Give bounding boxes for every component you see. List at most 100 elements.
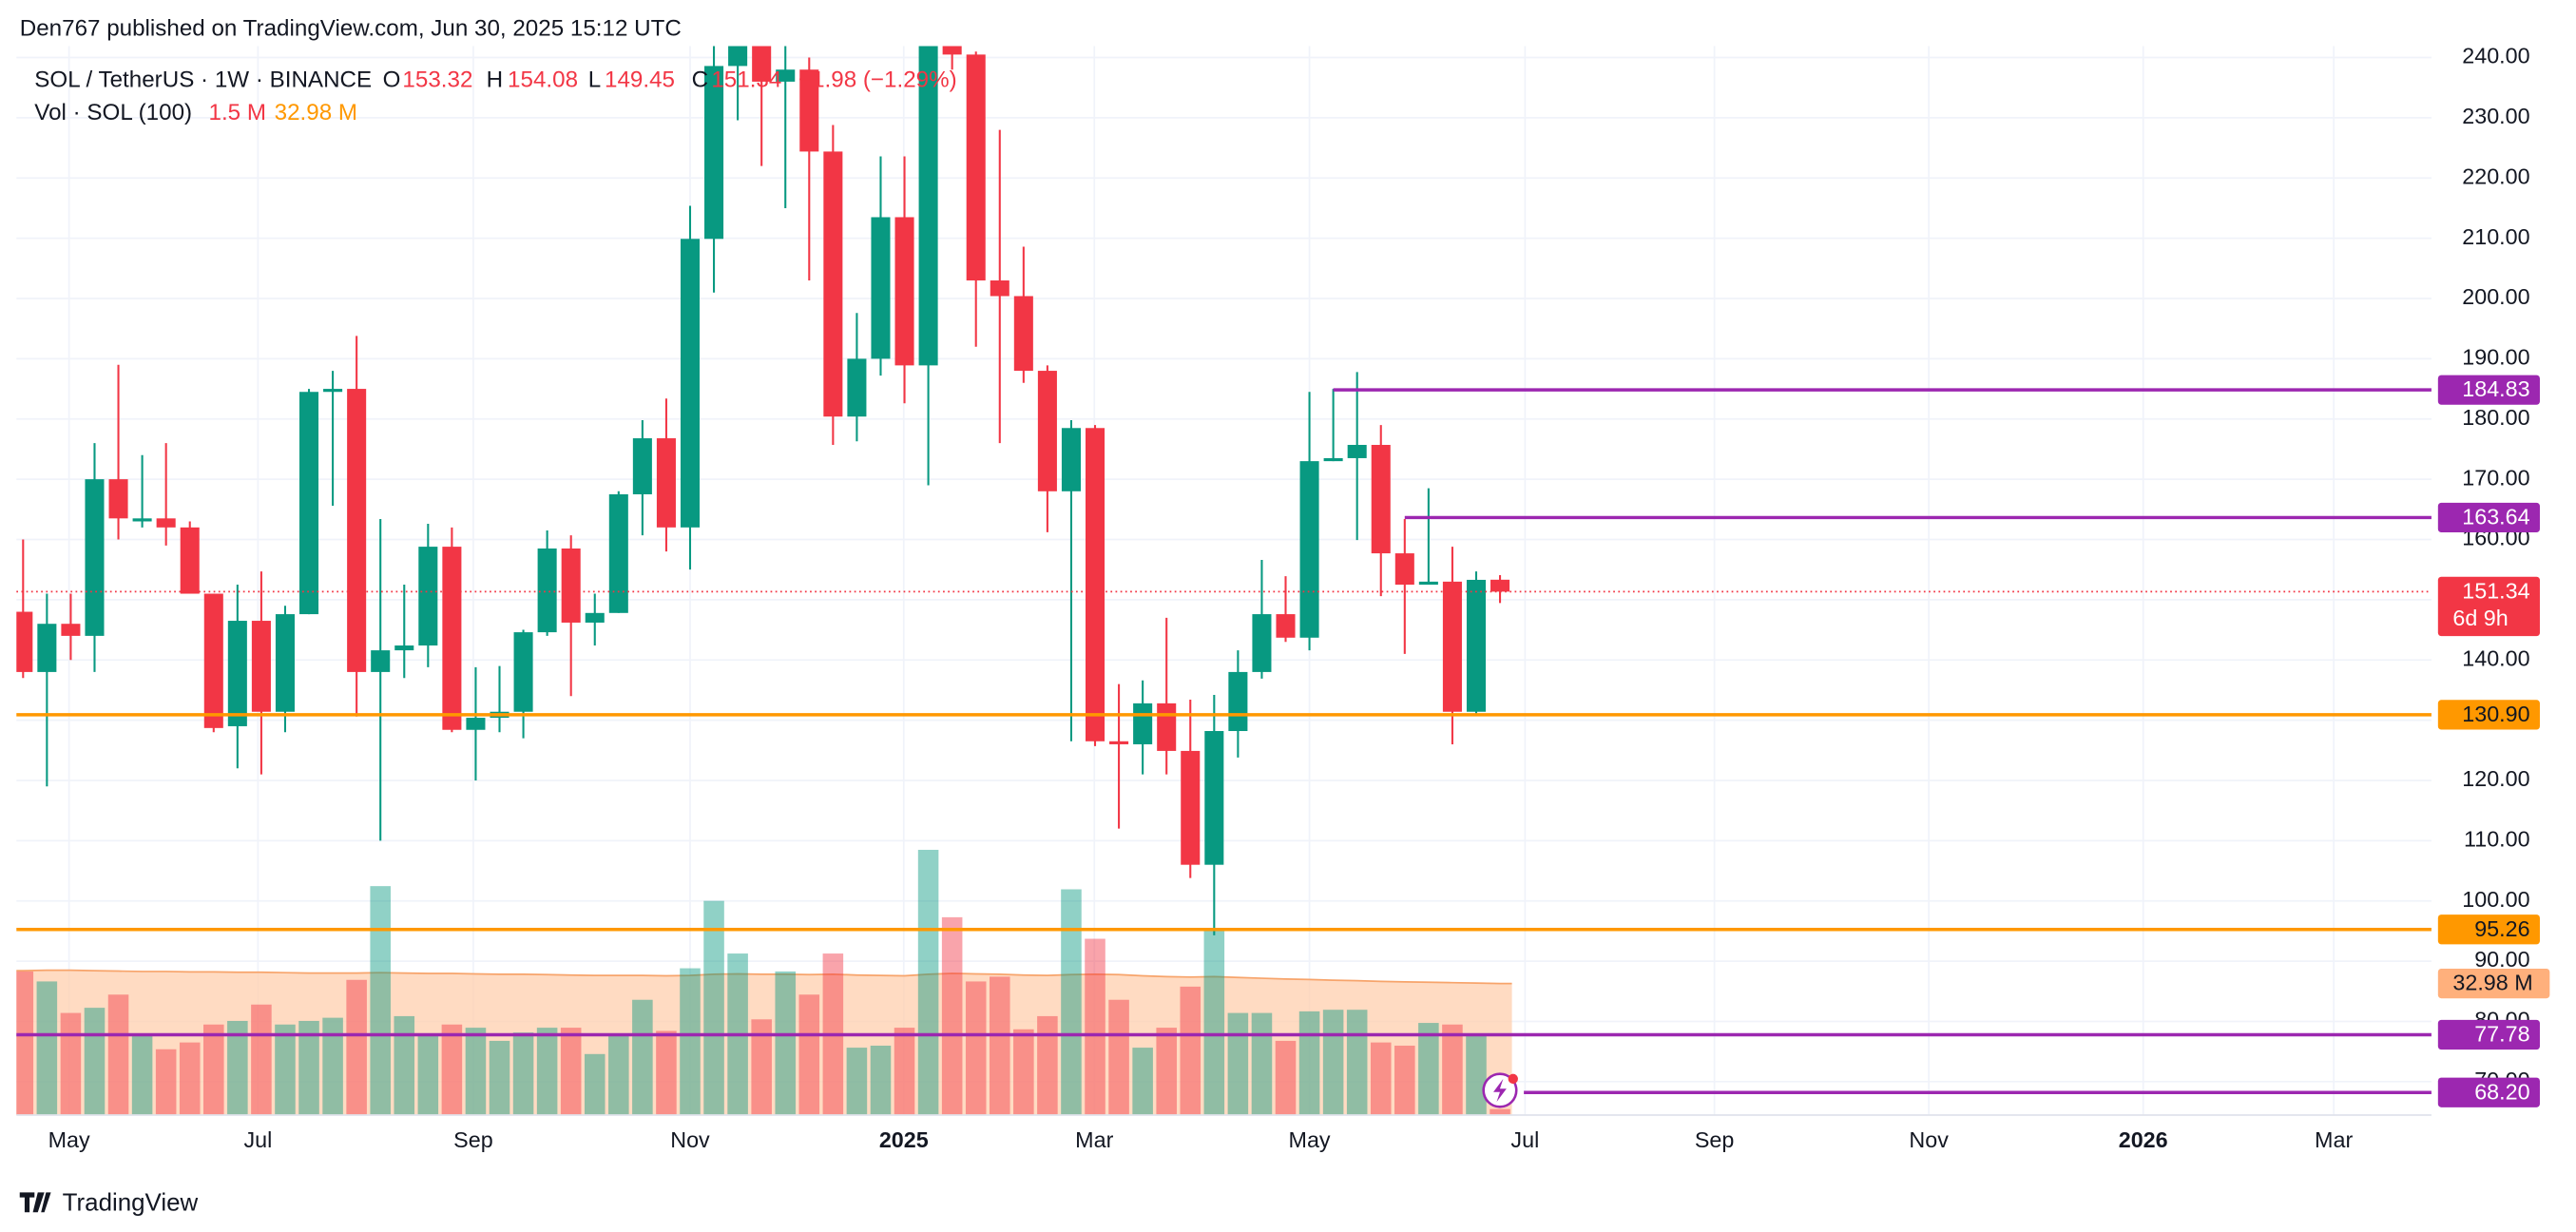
volume-bar xyxy=(1490,1108,1510,1115)
volume-bar xyxy=(370,886,391,1115)
price-badge xyxy=(2437,914,2540,945)
volume-bar xyxy=(227,1020,248,1115)
x-tick-label: Mar xyxy=(1075,1127,1113,1152)
x-tick-label: Jul xyxy=(1510,1127,1539,1152)
y-tick-label: 190.00 xyxy=(2462,345,2529,370)
x-tick-label: 2025 xyxy=(879,1127,929,1152)
y-tick-label: 210.00 xyxy=(2462,224,2529,249)
volume-bar xyxy=(489,1040,510,1115)
volume-bar xyxy=(1203,930,1225,1115)
x-tick-label: Nov xyxy=(670,1127,710,1152)
candle-body xyxy=(108,479,128,519)
candle-body xyxy=(752,46,772,82)
candle-body xyxy=(1252,614,1272,672)
candle-body xyxy=(85,479,105,636)
volume-bar xyxy=(36,981,58,1115)
volume-ma-badge xyxy=(2437,969,2550,999)
candle-body xyxy=(513,632,533,712)
low-key: L xyxy=(588,67,601,92)
ohlc-legend: O 153.32 H 154.08 L 149.45 C 151.34 −1.9… xyxy=(383,67,957,92)
volume-ma-line xyxy=(16,969,1512,985)
candle-body xyxy=(1276,614,1296,638)
open-value: 153.32 xyxy=(402,67,472,92)
volume-bar xyxy=(1322,1010,1344,1115)
volume-bar xyxy=(1180,986,1201,1115)
volume-bar xyxy=(465,1028,487,1115)
last-price-badge xyxy=(2437,576,2540,637)
candle-body xyxy=(1466,579,1487,712)
candle-body xyxy=(871,217,891,359)
open-key: O xyxy=(383,67,401,92)
volume-bar xyxy=(60,1012,82,1115)
candle-body xyxy=(203,593,223,728)
candle-body xyxy=(299,392,319,615)
candle-body xyxy=(537,549,557,633)
symbol: SOL / TetherUS · 1W · BINANCE xyxy=(34,67,372,92)
volume-bar xyxy=(251,1004,272,1115)
volume-bar xyxy=(990,976,1010,1115)
price-badge-label: 130.90 xyxy=(2462,702,2529,726)
volume-bar xyxy=(798,994,820,1115)
candle-body xyxy=(275,614,295,712)
candle-body xyxy=(1418,581,1438,586)
volume-bar xyxy=(846,1048,868,1115)
volume-bar xyxy=(417,1034,439,1115)
y-tick-label: 240.00 xyxy=(2462,44,2529,68)
candle-body xyxy=(728,46,748,67)
candle-body xyxy=(656,438,676,528)
volume-bar xyxy=(775,971,797,1115)
candle-body xyxy=(847,358,867,417)
price-badge xyxy=(2437,502,2540,533)
volume-bar xyxy=(1013,1029,1034,1115)
candle-body xyxy=(704,66,724,240)
price-badge xyxy=(2437,1077,2540,1107)
x-tick-label: Mar xyxy=(2315,1127,2353,1152)
volume-ma-value: 32.98 M xyxy=(275,100,357,125)
y-tick-label: 220.00 xyxy=(2462,164,2529,188)
y-tick-label: 170.00 xyxy=(2462,465,2529,490)
last-price-label: 151.34 xyxy=(2462,578,2529,603)
price-badge xyxy=(2437,1019,2540,1050)
volume-bar xyxy=(16,971,34,1115)
drawings xyxy=(16,388,2432,1094)
candle-body xyxy=(180,527,200,594)
candle-body xyxy=(1109,741,1129,744)
candle-body xyxy=(251,621,271,712)
y-tick-label: 110.00 xyxy=(2464,826,2530,851)
volume-title: Vol · SOL (100) xyxy=(34,100,192,125)
y-tick-label: 90.00 xyxy=(2474,947,2529,972)
volume-bar xyxy=(1394,1045,1415,1115)
volume-bar xyxy=(346,979,367,1115)
volume-bar xyxy=(131,1034,153,1115)
volume-bar xyxy=(1418,1023,1439,1115)
volume-bar xyxy=(584,1053,606,1115)
candle-body xyxy=(1013,296,1033,372)
candle-body xyxy=(1299,461,1319,638)
candle-body xyxy=(1490,579,1510,592)
grid xyxy=(16,46,2432,1115)
price-badge-label: 77.78 xyxy=(2474,1022,2529,1047)
volume-bar xyxy=(1108,999,1129,1115)
price-badge-label: 184.83 xyxy=(2462,376,2529,401)
candle-body xyxy=(1061,428,1081,491)
volume-bar xyxy=(512,1032,534,1115)
y-tick-label: 200.00 xyxy=(2462,284,2529,309)
volume-bar xyxy=(656,1030,677,1115)
volume-bar xyxy=(965,981,987,1115)
brand-logo xyxy=(19,1192,51,1213)
volume-bar xyxy=(608,1034,629,1115)
x-tick-label: May xyxy=(1289,1127,1331,1152)
candle-body xyxy=(561,549,581,623)
candle-body xyxy=(1157,703,1177,751)
candle-body xyxy=(1037,371,1057,491)
price-badge-label: 163.64 xyxy=(2462,504,2529,529)
volume-bar xyxy=(536,1028,558,1115)
price-pane xyxy=(16,46,1510,935)
candle-body xyxy=(156,518,176,528)
volume-bar xyxy=(441,1024,463,1115)
candle-body xyxy=(394,645,414,651)
volume-bar xyxy=(84,1008,106,1115)
candle-body xyxy=(132,518,152,522)
